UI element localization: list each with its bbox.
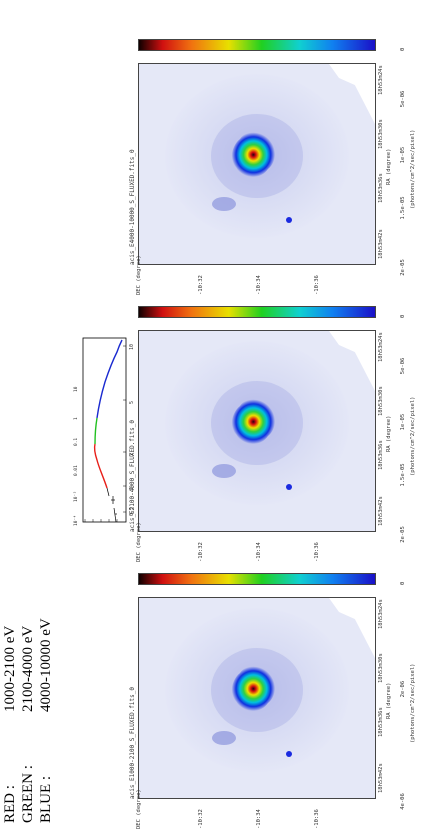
- dec-axis-label: DEC (degree): [136, 522, 142, 562]
- diffuse-emission: [212, 464, 236, 478]
- dec-tick-0: -10:32: [198, 275, 204, 295]
- dec-tick-1: -10:34: [256, 542, 262, 562]
- xray-image: [139, 598, 375, 798]
- colorbar-label: (photons/cm^2/sec/pixel): [410, 129, 416, 209]
- image-frame: [138, 330, 376, 532]
- image-panel: [138, 12, 428, 281]
- diffuse-emission: [212, 731, 236, 745]
- central-source: [231, 666, 276, 712]
- spectrum-blue-segment: [96, 339, 123, 419]
- spectrum-ytick-0: 10⁻⁴: [74, 515, 79, 526]
- legend-red-label: RED :: [2, 785, 18, 823]
- central-source: [231, 132, 276, 178]
- spectrum-red-segment: [93, 443, 108, 489]
- xray-image: [139, 64, 375, 264]
- spectrum-frame: [82, 337, 127, 523]
- spectrum-ytick-2: 0.01: [74, 465, 79, 476]
- dec-axis-label: DEC (degree): [136, 255, 142, 295]
- dec-tick-2: -10:36: [314, 809, 320, 829]
- dec-tick-1: -10:34: [256, 809, 262, 829]
- colorbar-label: (photons/cm^2/sec/pixel): [410, 663, 416, 743]
- colorbar-tick-1: 5e-06: [400, 90, 406, 108]
- colorbar-tick-1: 2e-06: [400, 680, 406, 698]
- ra-tick-2: 18h53m30s: [378, 386, 384, 416]
- xray-image: [139, 331, 375, 531]
- image-panel: [138, 279, 428, 548]
- ra-tick-0: 18h53m42s: [378, 496, 384, 526]
- panel-2: acis_E4000-10000_S_FLUXED.fits_0 DEC (deg…: [129, 12, 430, 295]
- legend-green-range: 2100-4000 eV: [20, 625, 36, 712]
- dec-tick-2: -10:36: [314, 542, 320, 562]
- spectrum-svg: [82, 337, 127, 523]
- dec-tick-0: -10:32: [198, 542, 204, 562]
- spectrum-black-segment: [106, 487, 117, 523]
- panel-title: acis_E2100-4000_S_FLUXED.fits_0: [129, 420, 136, 532]
- image-frame: [138, 63, 376, 265]
- dec-axis-label: DEC (degree): [136, 789, 142, 829]
- image-panel: [138, 546, 428, 815]
- colorbar-tick-0: 0: [400, 314, 406, 318]
- colorbar: [138, 306, 376, 318]
- ra-tick-0: 18h53m42s: [378, 763, 384, 793]
- colorbar-tick-0: 0: [400, 47, 406, 51]
- ra-tick-1: 18h53m36s: [378, 440, 384, 470]
- colorbar-gradient: [139, 40, 375, 50]
- colorbar-tick-0: 0: [400, 581, 406, 585]
- colorbar: [138, 573, 376, 585]
- panel-0: acis_E1000-2100_S_FLUXED.fits_0 DEC (degr…: [129, 546, 430, 829]
- central-source: [231, 399, 276, 445]
- colorbar: [138, 39, 376, 51]
- legend-green-label: GREEN :: [20, 765, 36, 823]
- dec-tick-1: -10:34: [256, 275, 262, 295]
- diffuse-emission: [212, 197, 236, 211]
- legend-blue-range: 4000-10000 eV: [38, 618, 54, 712]
- ra-tick-1: 18h53m36s: [378, 707, 384, 737]
- colorbar-tick-2: 1e-05: [400, 146, 406, 164]
- colorbar-tick-1: 5e-06: [400, 357, 406, 375]
- panel-1: acis_E2100-4000_S_FLUXED.fits_0 DEC (degr…: [129, 279, 430, 562]
- colorbar-label: (photons/cm^2/sec/pixel): [410, 396, 416, 476]
- colorbar-tick-3: 1.5e-05: [400, 196, 406, 220]
- spectrum-ytick-3: 0.1: [74, 437, 79, 446]
- ra-axis-label: RA (degree): [386, 682, 392, 719]
- ra-tick-3: 18h53m24s: [378, 332, 384, 362]
- dec-tick-2: -10:36: [314, 275, 320, 295]
- ra-tick-1: 18h53m36s: [378, 173, 384, 203]
- colorbar-tick-4: 2e-05: [400, 259, 406, 276]
- secondary-source: [286, 751, 292, 757]
- ra-tick-0: 18h53m42s: [378, 229, 384, 259]
- colorbar-tick-2: 1e-05: [400, 413, 406, 431]
- colorbar-tick-3: 1.5e-05: [400, 463, 406, 487]
- colorbar-tick-4: 2e-05: [400, 526, 406, 543]
- panel-title: acis_E4000-10000_S_FLUXED.fits_0: [129, 149, 136, 265]
- ra-tick-3: 18h53m24s: [378, 599, 384, 629]
- image-frame: [138, 597, 376, 799]
- spectrum-ytick-1: 10⁻³: [74, 491, 79, 502]
- panel-title: acis_E1000-2100_S_FLUXED.fits_0: [129, 687, 136, 799]
- ra-tick-2: 18h53m30s: [378, 653, 384, 683]
- secondary-source: [286, 217, 292, 223]
- colorbar-tick-2: 4e-06: [400, 793, 406, 810]
- spectrum-xtick-4: 10: [129, 343, 135, 350]
- ra-axis-label: RA (degree): [386, 148, 392, 185]
- spectrum-plot: 0.5 1 2 5 10 10⁻⁴ 10⁻³ 0.01 0.1 1 10: [73, 336, 135, 526]
- spectrum-xtick-3: 5: [129, 400, 135, 404]
- spectrum-ytick-4: 1: [74, 417, 79, 420]
- dec-tick-0: -10:32: [198, 809, 204, 829]
- legend-blue-label: BLUE :: [38, 775, 54, 823]
- ra-tick-3: 18h53m24s: [378, 65, 384, 95]
- spectrum-ytick-5: 10: [74, 386, 79, 392]
- colorbar-gradient: [139, 574, 375, 584]
- ra-tick-2: 18h53m30s: [378, 119, 384, 149]
- ra-axis-label: RA (degree): [386, 415, 392, 452]
- legend-red-range: 1000-2100 eV: [2, 625, 18, 712]
- colorbar-gradient: [139, 307, 375, 317]
- secondary-source: [286, 484, 292, 490]
- spectrum-green-segment: [94, 417, 98, 445]
